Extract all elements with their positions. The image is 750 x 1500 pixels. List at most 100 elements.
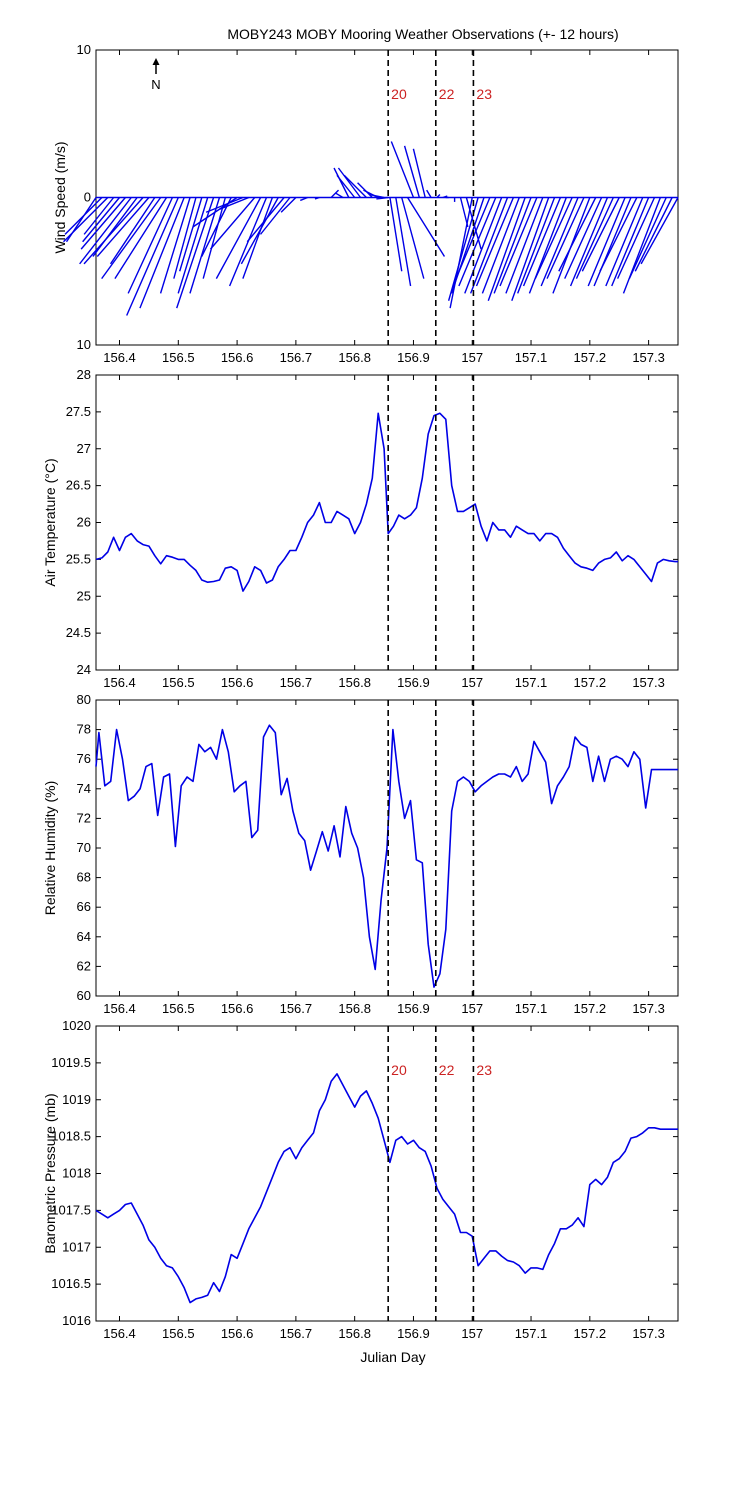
wind-stick: [63, 197, 109, 243]
y-tick-label: 27.5: [66, 404, 91, 419]
wind-stick: [628, 197, 667, 279]
x-tick-label: 156.7: [280, 1001, 313, 1016]
figure-title: MOBY243 MOBY Mooring Weather Observation…: [227, 26, 618, 42]
wind-stick: [201, 197, 232, 257]
y-tick-label: 1018: [62, 1166, 91, 1181]
wind-stick: [173, 197, 197, 279]
y-tick-label: 1016: [62, 1313, 91, 1328]
wind-stick: [209, 197, 256, 250]
wind-stick: [343, 174, 367, 198]
x-tick-label: 156.6: [221, 350, 254, 365]
x-tick-label: 157.1: [515, 1001, 548, 1016]
y-axis-label: Relative Humidity (%): [42, 781, 58, 916]
x-tick-label: 156.6: [221, 675, 254, 690]
wind-stick: [505, 197, 544, 294]
wind-stick: [611, 197, 650, 287]
x-tick-label: 157.1: [515, 1326, 548, 1341]
wind-stick: [534, 197, 573, 279]
chart-panel-4: 156.4 156.5 156.6 156.7 156.8 156.9 157 157.1 15…: [42, 1018, 679, 1341]
x-tick-label: 156.7: [280, 1326, 313, 1341]
x-tick-label: 156.5: [162, 1326, 195, 1341]
wind-stick: [126, 197, 179, 316]
wind-stick: [511, 197, 550, 301]
x-tick-label: 156.4: [103, 1001, 136, 1016]
event-marker-label: 20: [391, 86, 407, 102]
wind-stick: [259, 197, 291, 235]
wind-stick: [242, 197, 274, 279]
wind-stick: [205, 196, 244, 213]
y-tick-label: 1016.5: [51, 1276, 91, 1291]
wind-stick: [634, 197, 673, 272]
x-tick-label: 156.7: [280, 350, 313, 365]
y-tick-label: 1020: [62, 1018, 91, 1033]
wind-stick: [96, 197, 150, 257]
series-line: [95, 1073, 678, 1304]
wind-stick: [79, 197, 132, 265]
x-tick-label: 156.8: [338, 350, 371, 365]
y-tick-label: 24: [77, 662, 91, 677]
x-tick-label: 157.2: [574, 1001, 607, 1016]
y-tick-label: 74: [77, 781, 91, 796]
wind-stick: [80, 197, 126, 250]
wind-stick: [540, 197, 579, 287]
y-tick-label: 10: [77, 42, 91, 57]
wind-stick: [280, 197, 297, 213]
chart-panel-1: 156.4 156.5 156.6 156.7 156.8 156.9 157 157.1 15…: [52, 42, 679, 365]
wind-stick: [569, 197, 609, 287]
x-tick-label: 156.5: [162, 350, 195, 365]
x-tick-label: 156.4: [103, 675, 136, 690]
wind-stick: [564, 197, 603, 279]
chart-panel-3: 156.4 156.5 156.6 156.7 156.8 156.9 157 157.1 15…: [42, 692, 679, 1016]
x-tick-label: 156.9: [397, 675, 430, 690]
x-tick-label: 156.6: [221, 1326, 254, 1341]
wind-stick: [458, 197, 497, 287]
x-tick-label: 157.2: [574, 675, 607, 690]
wind-stick: [179, 197, 203, 272]
series-line: [95, 724, 678, 988]
wind-stick: [390, 141, 415, 198]
wind-stick: [599, 197, 638, 272]
wind-stick: [395, 197, 412, 287]
y-tick-label: 68: [77, 870, 91, 885]
x-tick-label: 156.9: [397, 1326, 430, 1341]
wind-stick: [581, 197, 620, 272]
wind-stick: [389, 197, 403, 272]
x-tick-label: 156.5: [162, 675, 195, 690]
x-axis-label: Julian Day: [360, 1349, 425, 1365]
wind-stick: [92, 197, 138, 257]
y-axis-label: Air Temperature (°C): [42, 458, 58, 586]
wind-stick: [469, 197, 509, 294]
y-tick-label: 25: [77, 588, 91, 603]
y-tick-label: 80: [77, 692, 91, 707]
wind-stick: [426, 189, 432, 198]
y-tick-label: 26: [77, 515, 91, 530]
wind-stick: [605, 197, 644, 287]
wind-stick: [376, 196, 389, 200]
event-marker-label: 20: [391, 1062, 407, 1078]
x-tick-label: 157.3: [632, 1001, 665, 1016]
wind-stick: [114, 197, 168, 280]
x-tick-label: 156.9: [397, 1001, 430, 1016]
wind-stick: [369, 193, 385, 199]
event-marker-label: 23: [476, 86, 492, 102]
chart-panel-2: 156.4 156.5 156.6 156.7 156.8 156.9 157 157.1 15…: [42, 367, 679, 690]
wind-stick: [587, 197, 626, 287]
wind-stick: [314, 196, 320, 200]
y-tick-label: 72: [77, 810, 91, 825]
x-tick-label: 157: [461, 350, 483, 365]
y-tick-label: 76: [77, 751, 91, 766]
wind-stick: [406, 197, 446, 257]
x-tick-label: 157.1: [515, 350, 548, 365]
y-tick-label: 60: [77, 988, 91, 1003]
wind-stick: [493, 197, 532, 294]
event-marker-label: 23: [476, 1062, 492, 1078]
wind-stick: [159, 197, 191, 294]
x-tick-label: 156.8: [338, 1326, 371, 1341]
wind-stick: [101, 197, 162, 280]
wind-stick: [452, 197, 491, 287]
y-tick-label: 26.5: [66, 478, 91, 493]
wind-stick: [215, 197, 262, 279]
wind-stick: [82, 197, 121, 243]
y-tick-label: 25.5: [66, 551, 91, 566]
wind-stick: [640, 197, 679, 265]
